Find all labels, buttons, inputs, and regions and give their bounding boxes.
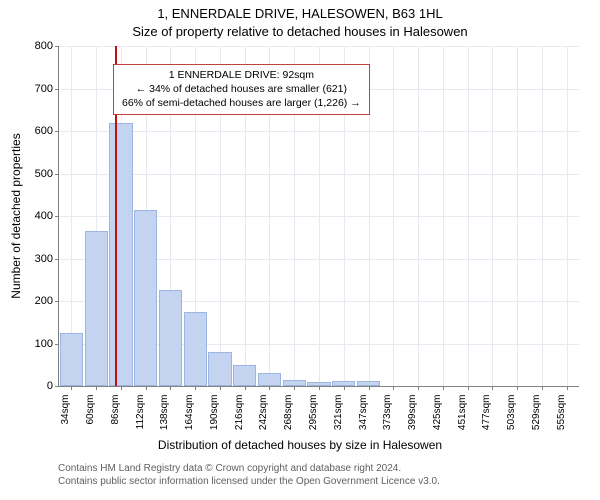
xtick-mark — [220, 386, 221, 390]
y-axis-label: Number of detached properties — [9, 133, 23, 298]
xtick-mark — [121, 386, 122, 390]
xtick-label: 425sqm — [426, 395, 443, 431]
grid-v — [542, 46, 543, 386]
xtick-mark — [319, 386, 320, 390]
grid-v — [517, 46, 518, 386]
xtick-label: 190sqm — [203, 395, 220, 431]
xtick-label: 529sqm — [525, 395, 542, 431]
xtick-label: 216sqm — [228, 395, 245, 431]
xtick-label: 321sqm — [327, 395, 344, 431]
plot-area: 010020030040050060070080034sqm60sqm86sqm… — [58, 46, 579, 387]
bar — [109, 123, 132, 387]
xtick-label: 347sqm — [352, 395, 369, 431]
xtick-mark — [146, 386, 147, 390]
xtick-label: 477sqm — [475, 395, 492, 431]
xtick-label: 268sqm — [277, 395, 294, 431]
xtick-mark — [96, 386, 97, 390]
xtick-mark — [245, 386, 246, 390]
xtick-label: 373sqm — [376, 395, 393, 431]
bar — [283, 380, 306, 386]
grid-v — [567, 46, 568, 386]
xtick-mark — [195, 386, 196, 390]
bar — [85, 231, 108, 386]
grid-v — [492, 46, 493, 386]
xtick-mark — [517, 386, 518, 390]
footer-attribution: Contains HM Land Registry data © Crown c… — [58, 462, 440, 488]
chart-title-line2: Size of property relative to detached ho… — [0, 24, 600, 39]
xtick-label: 295sqm — [302, 395, 319, 431]
xtick-label: 86sqm — [104, 395, 121, 425]
xtick-mark — [269, 386, 270, 390]
xtick-mark — [294, 386, 295, 390]
chart-stage: 1, ENNERDALE DRIVE, HALESOWEN, B63 1HL S… — [0, 0, 600, 500]
ytick-label: 500 — [35, 168, 59, 180]
xtick-mark — [492, 386, 493, 390]
annotation-line: 66% of semi-detached houses are larger (… — [122, 96, 361, 110]
xtick-label: 503sqm — [500, 395, 517, 431]
ytick-label: 0 — [47, 380, 59, 392]
xtick-mark — [542, 386, 543, 390]
annotation-line: 1 ENNERDALE DRIVE: 92sqm — [122, 68, 361, 82]
ytick-label: 700 — [35, 83, 59, 95]
xtick-label: 34sqm — [54, 395, 71, 425]
bar — [184, 312, 207, 386]
footer-line: Contains public sector information licen… — [58, 475, 440, 488]
xtick-mark — [369, 386, 370, 390]
xtick-mark — [443, 386, 444, 390]
xtick-mark — [170, 386, 171, 390]
chart-title-line1: 1, ENNERDALE DRIVE, HALESOWEN, B63 1HL — [0, 6, 600, 21]
grid-v — [418, 46, 419, 386]
bar — [60, 333, 83, 386]
grid-v — [393, 46, 394, 386]
grid-v — [468, 46, 469, 386]
bar — [159, 290, 182, 386]
xtick-mark — [418, 386, 419, 390]
annotation-line: ← 34% of detached houses are smaller (62… — [122, 82, 361, 96]
bar — [357, 381, 380, 386]
xtick-label: 138sqm — [153, 395, 170, 431]
bar — [208, 352, 231, 386]
xtick-mark — [468, 386, 469, 390]
xtick-label: 555sqm — [550, 395, 567, 431]
xtick-label: 451sqm — [451, 395, 468, 431]
annotation-box: 1 ENNERDALE DRIVE: 92sqm← 34% of detache… — [113, 64, 370, 115]
bar — [233, 365, 256, 386]
ytick-label: 300 — [35, 253, 59, 265]
ytick-label: 100 — [35, 338, 59, 350]
bar — [307, 382, 330, 386]
bar — [332, 381, 355, 386]
xtick-label: 164sqm — [178, 395, 195, 431]
xtick-mark — [71, 386, 72, 390]
xtick-mark — [393, 386, 394, 390]
xtick-mark — [567, 386, 568, 390]
xtick-label: 399sqm — [401, 395, 418, 431]
grid-v — [443, 46, 444, 386]
xtick-label: 60sqm — [79, 395, 96, 425]
footer-line: Contains HM Land Registry data © Crown c… — [58, 462, 440, 475]
ytick-label: 600 — [35, 125, 59, 137]
ytick-label: 800 — [35, 40, 59, 52]
bar — [134, 210, 157, 386]
xtick-label: 242sqm — [252, 395, 269, 431]
bar — [258, 373, 281, 386]
xtick-label: 112sqm — [129, 395, 146, 430]
ytick-label: 200 — [35, 295, 59, 307]
ytick-label: 400 — [35, 210, 59, 222]
xtick-mark — [344, 386, 345, 390]
x-axis-label: Distribution of detached houses by size … — [0, 438, 600, 452]
